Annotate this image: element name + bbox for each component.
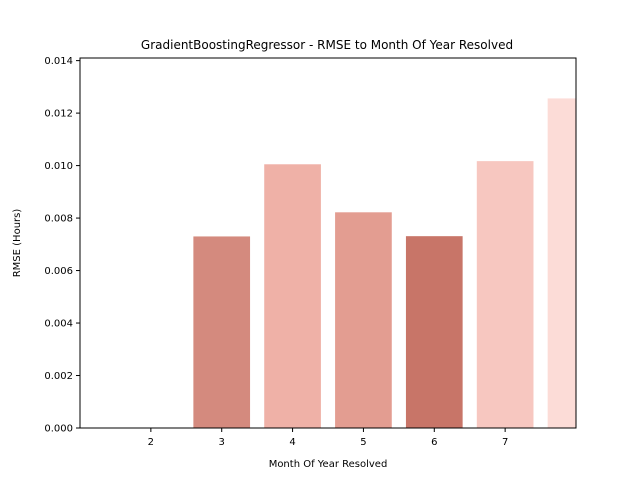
y-tick-label: 0.004 [44,319,73,330]
x-tick-label: 4 [289,437,295,448]
bars-group [193,98,576,428]
bar-month-6 [405,236,463,428]
y-tick-label: 0.000 [44,424,73,435]
y-axis-label: RMSE (Hours) [12,209,23,278]
y-tick-label: 0.010 [44,161,73,172]
plot-frame [79,57,577,429]
bar-month-5 [335,212,392,428]
chart-title: GradientBoostingRegressor - RMSE to Mont… [141,38,513,52]
x-tick-label: 6 [431,437,437,448]
bar-month-8 [547,98,576,428]
x-tick-label: 2 [148,437,154,448]
y-tick-label: 0.012 [44,109,73,120]
x-tick-label: 7 [502,437,508,448]
bar-month-4 [264,164,321,428]
y-tick-label: 0.014 [44,56,73,67]
x-axis-label: Month Of Year Resolved [269,459,388,470]
y-ticks: 0.000 0.002 0.004 0.006 0.008 0.010 0.012 0.014 [44,56,80,435]
y-tick-label: 0.008 [44,214,73,225]
x-tick-label: 5 [360,437,366,448]
bar-month-3 [193,236,251,428]
bar-month-7 [476,161,534,428]
x-tick-label: 3 [219,437,225,448]
y-tick-label: 0.006 [44,266,73,277]
y-tick-label: 0.002 [44,371,73,382]
x-ticks: 2 3 4 5 6 7 [148,428,508,448]
